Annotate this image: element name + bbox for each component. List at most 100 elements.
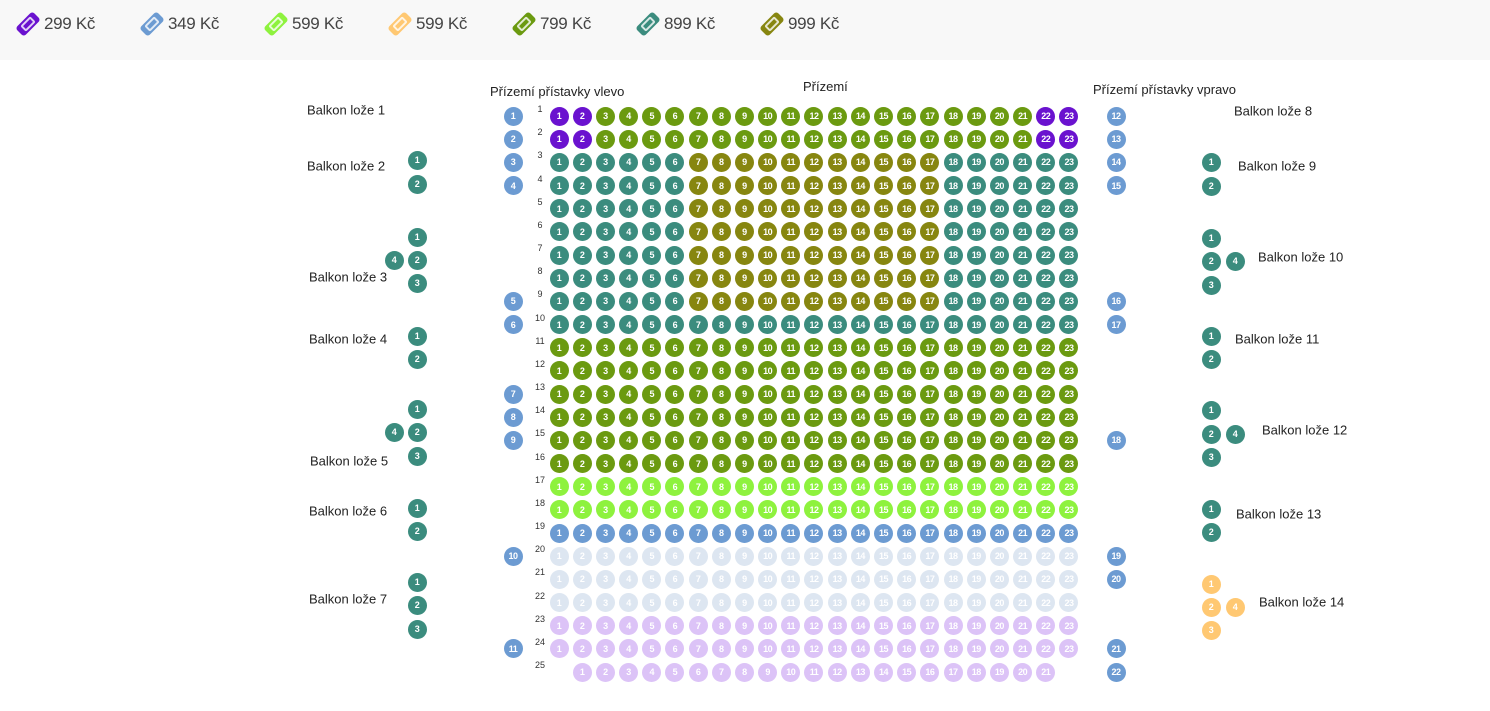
seat-row14-7[interactable]: 7	[688, 407, 708, 427]
seat-row2-16[interactable]: 16	[897, 129, 917, 149]
seat-row19-9[interactable]: 9	[734, 523, 754, 543]
loge-seat[interactable]: 3	[1201, 620, 1221, 640]
seat-row23-23[interactable]: 23	[1059, 616, 1079, 636]
seat-row12-22[interactable]: 22	[1036, 361, 1056, 381]
seat-row17-2[interactable]: 2	[572, 477, 592, 497]
seat-row22-2[interactable]: 2	[572, 593, 592, 613]
seat-row9-4[interactable]: 4	[619, 291, 639, 311]
seat-row7-16[interactable]: 16	[897, 245, 917, 265]
seat-row2-3[interactable]: 3	[595, 129, 615, 149]
seat-row18-18[interactable]: 18	[943, 500, 963, 520]
seat-row10-1[interactable]: 1	[549, 315, 569, 335]
seat-row18-14[interactable]: 14	[850, 500, 870, 520]
seat-row8-12[interactable]: 12	[804, 268, 824, 288]
seat-row25-13[interactable]: 13	[850, 662, 870, 682]
seat-row17-10[interactable]: 10	[758, 477, 778, 497]
seat-row16-20[interactable]: 20	[989, 454, 1009, 474]
seat-row4-5[interactable]: 5	[642, 176, 662, 195]
seat-row23-7[interactable]: 7	[688, 616, 708, 636]
seat-row6-2[interactable]: 2	[572, 222, 592, 242]
seat-row6-21[interactable]: 21	[1013, 222, 1033, 242]
seat-row4-2[interactable]: 2	[572, 176, 592, 195]
loge-seat[interactable]: 2	[407, 595, 427, 615]
seat-row5-2[interactable]: 2	[572, 199, 592, 219]
seat-row13-1[interactable]: 1	[549, 384, 569, 404]
seat-row10-7[interactable]: 7	[688, 315, 708, 335]
aisle-seat-left[interactable]: 11	[503, 639, 523, 659]
seat-row24-23[interactable]: 23	[1059, 639, 1079, 659]
seat-row20-3[interactable]: 3	[595, 546, 615, 566]
seat-row19-21[interactable]: 21	[1013, 523, 1033, 543]
seat-row4-3[interactable]: 3	[595, 176, 615, 195]
seat-row4-23[interactable]: 23	[1059, 176, 1079, 195]
seat-row7-19[interactable]: 19	[966, 245, 986, 265]
seat-row7-1[interactable]: 1	[549, 245, 569, 265]
seat-row20-15[interactable]: 15	[874, 546, 894, 566]
seat-row19-11[interactable]: 11	[781, 523, 801, 543]
legend-item[interactable]: 299 Kč	[15, 10, 95, 38]
seat-row9-19[interactable]: 19	[966, 291, 986, 311]
seat-row21-4[interactable]: 4	[619, 569, 639, 589]
loge-seat[interactable]: 1	[1201, 326, 1221, 346]
seat-row12-9[interactable]: 9	[734, 361, 754, 381]
seat-row2-15[interactable]: 15	[874, 129, 894, 149]
seat-row11-9[interactable]: 9	[734, 338, 754, 358]
seat-row5-12[interactable]: 12	[804, 199, 824, 219]
seat-row25-18[interactable]: 18	[966, 662, 986, 682]
seat-row5-11[interactable]: 11	[781, 199, 801, 219]
seat-row3-17[interactable]: 17	[920, 152, 940, 172]
seat-row24-1[interactable]: 1	[549, 639, 569, 659]
loge-seat[interactable]: 4	[384, 250, 404, 270]
seat-row4-13[interactable]: 13	[827, 176, 847, 195]
seat-row4-10[interactable]: 10	[758, 176, 778, 195]
seat-row17-11[interactable]: 11	[781, 477, 801, 497]
seat-row8-8[interactable]: 8	[711, 268, 731, 288]
seat-row21-22[interactable]: 22	[1036, 569, 1056, 589]
seat-row24-19[interactable]: 19	[966, 639, 986, 659]
seat-row7-22[interactable]: 22	[1036, 245, 1056, 265]
seat-row15-1[interactable]: 1	[549, 430, 569, 450]
seat-row16-21[interactable]: 21	[1013, 454, 1033, 474]
seat-row23-13[interactable]: 13	[827, 616, 847, 636]
seat-row15-21[interactable]: 21	[1013, 430, 1033, 450]
seat-row25-19[interactable]: 19	[989, 662, 1009, 682]
seat-row12-21[interactable]: 21	[1013, 361, 1033, 381]
seat-row3-23[interactable]: 23	[1059, 152, 1079, 172]
seat-row15-23[interactable]: 23	[1059, 430, 1079, 450]
seat-row23-22[interactable]: 22	[1036, 616, 1056, 636]
loge-seat[interactable]: 4	[384, 422, 404, 442]
seat-row19-18[interactable]: 18	[943, 523, 963, 543]
seat-row11-19[interactable]: 19	[966, 338, 986, 358]
seat-row21-10[interactable]: 10	[758, 569, 778, 589]
seat-row5-10[interactable]: 10	[758, 199, 778, 219]
seat-row6-11[interactable]: 11	[781, 222, 801, 242]
seat-row10-17[interactable]: 17	[920, 315, 940, 335]
seat-row18-20[interactable]: 20	[989, 500, 1009, 520]
seat-row17-20[interactable]: 20	[989, 477, 1009, 497]
seat-row16-4[interactable]: 4	[619, 454, 639, 474]
seat-row9-1[interactable]: 1	[549, 291, 569, 311]
seat-row22-13[interactable]: 13	[827, 593, 847, 613]
seat-row7-15[interactable]: 15	[874, 245, 894, 265]
seat-row7-20[interactable]: 20	[989, 245, 1009, 265]
seat-row11-11[interactable]: 11	[781, 338, 801, 358]
seat-row24-5[interactable]: 5	[642, 639, 662, 659]
seat-row14-9[interactable]: 9	[734, 407, 754, 427]
seat-row12-18[interactable]: 18	[943, 361, 963, 381]
seat-row16-18[interactable]: 18	[943, 454, 963, 474]
seat-row15-11[interactable]: 11	[781, 430, 801, 450]
seat-row6-10[interactable]: 10	[758, 222, 778, 242]
seat-row19-14[interactable]: 14	[850, 523, 870, 543]
seat-row23-12[interactable]: 12	[804, 616, 824, 636]
seat-row2-2[interactable]: 2	[572, 129, 592, 149]
aisle-seat-right[interactable]: 15	[1106, 176, 1126, 195]
seat-row12-1[interactable]: 1	[549, 361, 569, 381]
seat-row17-3[interactable]: 3	[595, 477, 615, 497]
seat-row2-8[interactable]: 8	[711, 129, 731, 149]
seat-row3-13[interactable]: 13	[827, 152, 847, 172]
seat-row6-23[interactable]: 23	[1059, 222, 1079, 242]
seat-row11-10[interactable]: 10	[758, 338, 778, 358]
seat-row23-11[interactable]: 11	[781, 616, 801, 636]
loge-seat[interactable]: 2	[407, 349, 427, 369]
loge-seat[interactable]: 3	[407, 619, 427, 639]
